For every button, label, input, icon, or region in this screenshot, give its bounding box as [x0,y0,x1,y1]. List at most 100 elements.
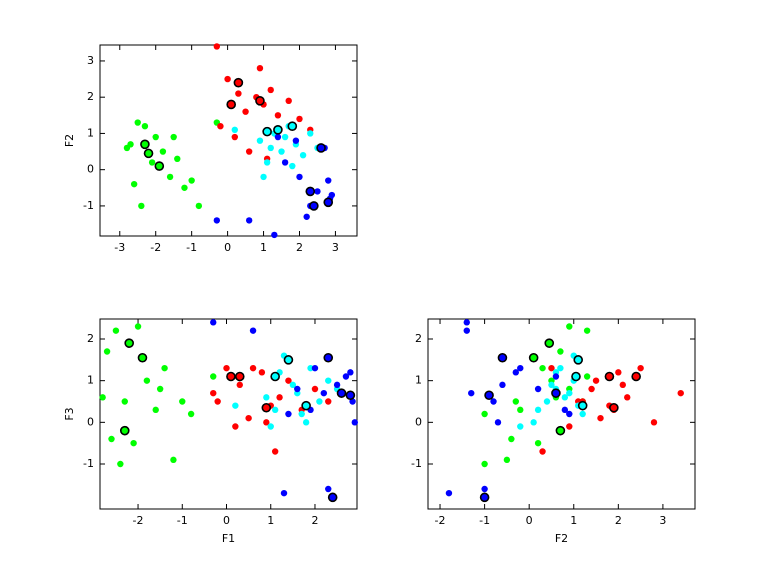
point [490,398,497,405]
point [588,385,595,393]
point [503,456,511,464]
point [604,371,615,382]
point [539,448,546,455]
point [188,177,195,184]
point [327,492,338,503]
point [210,389,217,397]
point [156,385,164,393]
point [138,202,145,210]
point [249,327,257,334]
x-tick-label: -2 [133,514,144,527]
x-tick-label: 0 [223,514,230,527]
point [121,398,128,405]
y-tick-label: -1 [83,199,94,212]
point [130,180,138,188]
point [650,419,658,426]
point [517,423,524,430]
y-tick-label: 2 [87,90,94,103]
point [226,99,236,110]
point [263,419,270,426]
point [235,90,242,97]
x-tick-label: 3 [659,514,666,527]
x-tick-label: -3 [114,241,125,254]
point [566,423,573,430]
point [325,398,332,405]
point [134,119,141,126]
point [296,115,303,123]
point [345,390,356,401]
point [143,377,151,384]
y-tick-label: -1 [83,457,94,470]
point [544,338,555,348]
point [226,371,236,382]
point [195,202,203,210]
x-tick-label: 0 [224,241,231,254]
point [285,410,292,418]
point [351,419,358,426]
point [278,148,285,155]
point [267,144,274,152]
y-tick-label: 2 [415,332,422,345]
y-tick-label: 0 [87,163,94,176]
point [232,423,239,430]
point [566,410,573,418]
point [231,126,238,134]
point [213,217,221,224]
point [309,201,319,211]
x-tick-label: -1 [177,514,188,527]
point [134,323,142,330]
point [555,425,566,436]
point [619,381,626,389]
point [108,435,115,443]
y-axis-label: F3 [63,407,76,420]
x-tick-label: -1 [479,514,490,527]
point [534,406,542,414]
point [316,143,326,153]
point [242,108,249,115]
point [292,137,300,144]
point [571,371,581,382]
point [539,364,546,372]
point [281,159,289,166]
point [119,425,130,436]
point [548,381,555,389]
point [325,177,332,184]
point [271,406,279,414]
point [273,125,283,135]
point [234,371,245,382]
point [245,217,253,224]
point [320,389,328,397]
point [481,460,488,468]
y-tick-label: 0 [87,415,94,428]
point [534,439,542,447]
point [154,161,165,171]
x-tick-label: 1 [267,514,274,527]
y-tick-label: 1 [87,126,94,139]
point [245,148,253,155]
point [255,96,265,106]
x-tick-label: -1 [186,241,197,254]
point [214,398,221,405]
x-tick-label: 0 [526,514,533,527]
point [123,144,131,152]
point [256,137,264,144]
point [263,394,270,401]
point [232,402,239,409]
point [333,381,341,389]
point [289,162,296,170]
point [557,364,564,372]
point [592,377,600,384]
point [484,390,494,401]
point [303,213,310,220]
point [103,348,111,355]
point [323,352,334,363]
point [561,394,569,401]
point [609,402,619,413]
point [552,373,560,380]
point [281,133,289,141]
point [166,173,174,181]
point [637,364,644,372]
point [551,388,561,398]
point [573,355,584,365]
point [468,389,475,397]
